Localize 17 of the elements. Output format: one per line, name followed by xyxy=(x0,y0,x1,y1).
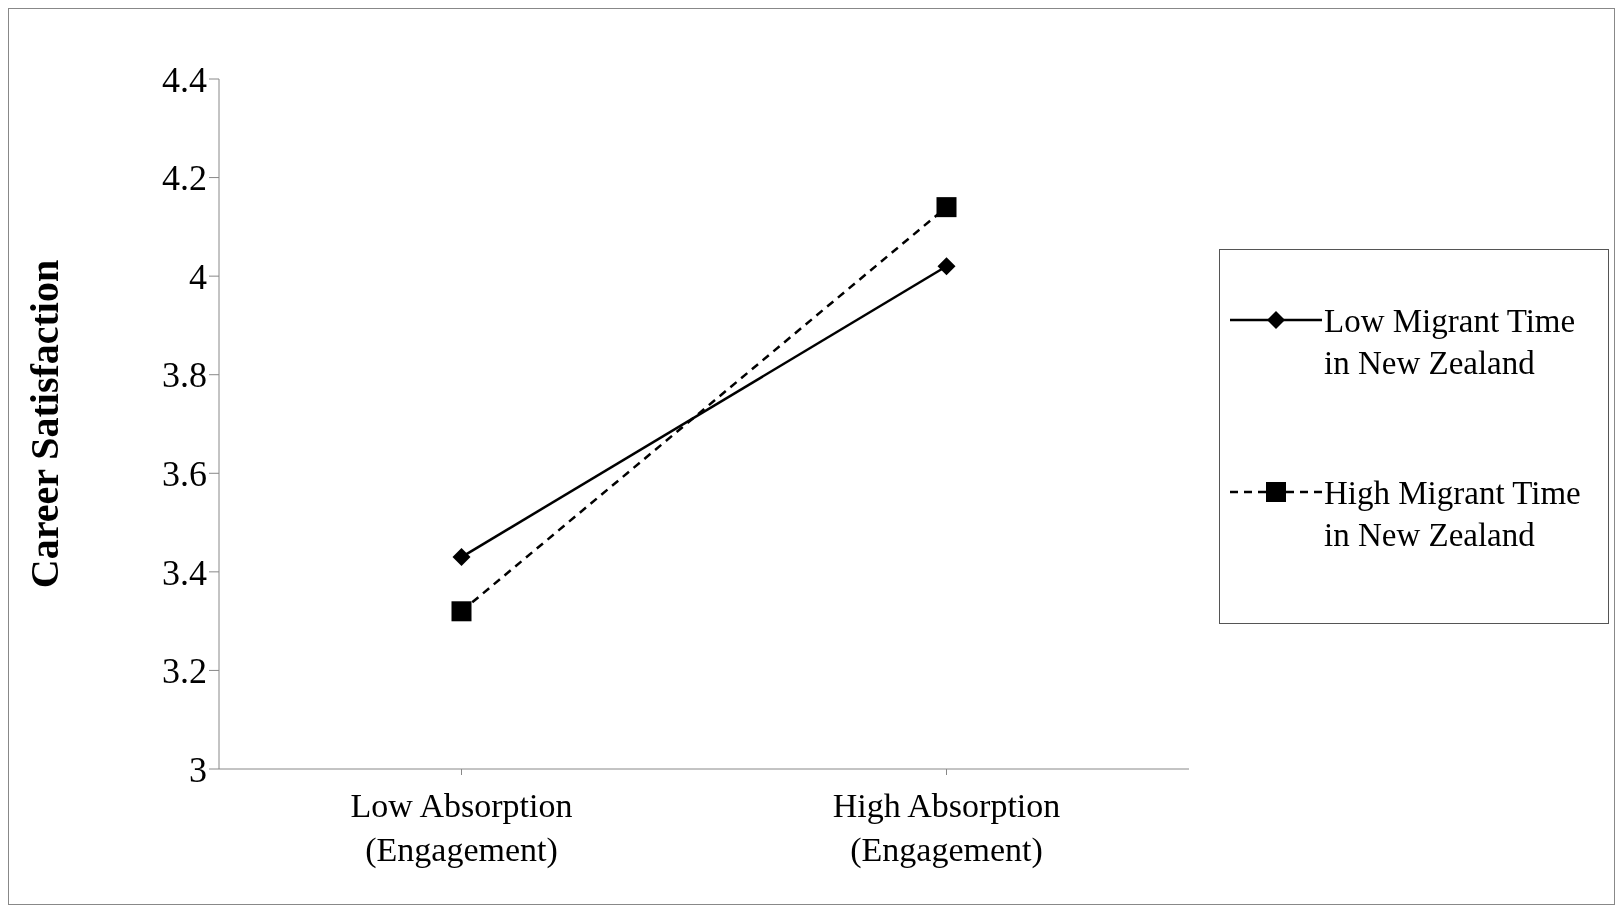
y-tick-label: 3.8 xyxy=(162,355,207,396)
y-axis-title: Career Satisfaction xyxy=(22,259,68,589)
y-tick-label: 4 xyxy=(189,256,207,297)
y-tick-label: 3.2 xyxy=(162,651,207,692)
y-tick-label: 3.6 xyxy=(162,454,207,495)
y-tick-label: 3 xyxy=(189,749,207,790)
x-tick-label: Low Absorption (Engagement) xyxy=(350,787,573,869)
point xyxy=(451,601,472,622)
y-tick-label: 3.4 xyxy=(162,552,207,593)
x-tick-label: High Absorption (Engagement) xyxy=(832,787,1061,869)
legend-label: High Migrant Time in New Zealand xyxy=(1324,474,1582,555)
y-tick-label: 4.2 xyxy=(162,158,207,199)
point xyxy=(452,548,471,567)
point xyxy=(936,197,957,218)
legend-label: Low Migrant Time in New Zealand xyxy=(1324,302,1577,383)
point xyxy=(937,257,956,276)
y-tick-label: 4.4 xyxy=(162,59,207,100)
